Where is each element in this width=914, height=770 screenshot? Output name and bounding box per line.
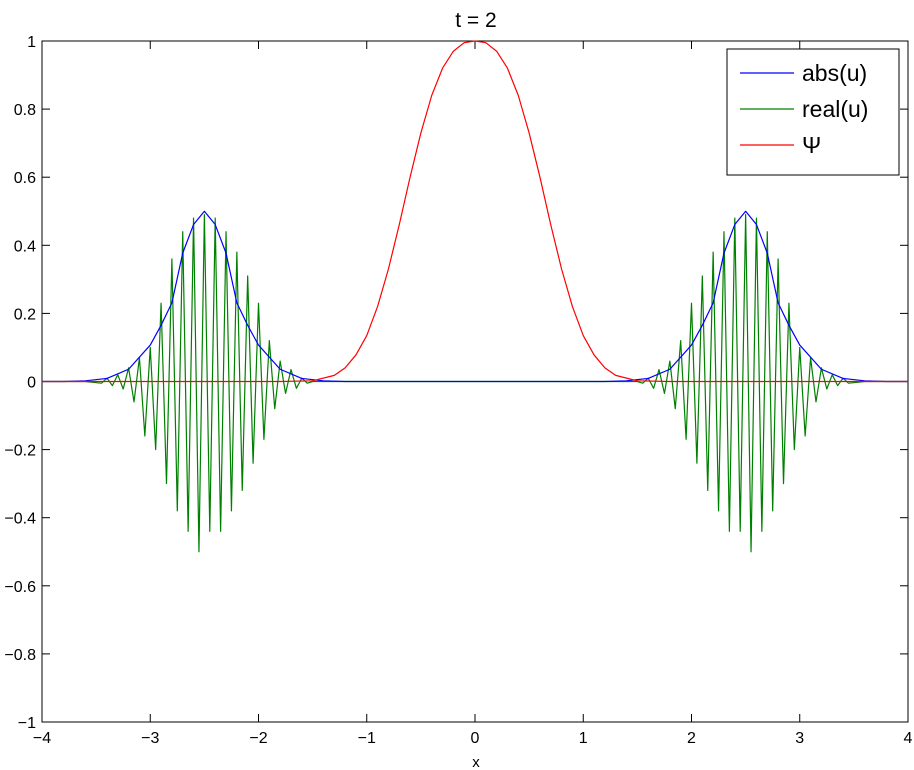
y-tick-label: 0.4 — [14, 238, 36, 255]
y-tick-label: −0.6 — [4, 579, 36, 596]
legend: abs(u) real(u) Ψ — [726, 48, 900, 176]
x-tick-label: 0 — [471, 730, 480, 747]
y-tick-label: 0.8 — [14, 102, 36, 119]
x-axis-label: x — [472, 754, 480, 770]
series-line-psi — [42, 40, 908, 383]
y-tick-label: −0.4 — [4, 511, 36, 528]
legend-label: abs(u) — [802, 60, 867, 86]
legend-label: real(u) — [802, 96, 868, 122]
y-tick-label: 0.6 — [14, 170, 36, 187]
y-tick-label: −1 — [18, 715, 36, 732]
series-line-real-u — [42, 214, 908, 553]
tick-group: −4 −3 −2 −1 0 1 2 3 4 −1 −0.8 −0.6 −0.4 −0.2 0 0.2 0.4 0.… — [4, 34, 912, 747]
y-tick-label: −0.2 — [4, 443, 36, 460]
y-tick-label: 0.2 — [14, 306, 36, 323]
x-tick-label: −2 — [249, 730, 267, 747]
x-tick-label: 3 — [795, 730, 804, 747]
x-tick-label: −4 — [33, 730, 51, 747]
x-tick-label: 4 — [904, 730, 913, 747]
y-tick-label: 1 — [27, 34, 36, 51]
legend-label: Ψ — [802, 132, 821, 158]
x-tick-label: 2 — [687, 730, 696, 747]
chart-title: t = 2 — [455, 9, 496, 32]
x-tick-label: 1 — [579, 730, 588, 747]
y-tick-label: −0.8 — [4, 647, 36, 664]
x-tick-label: −1 — [358, 730, 376, 747]
x-tick-label: −3 — [141, 730, 159, 747]
plot-area — [42, 40, 908, 553]
series-line-abs-u — [42, 210, 908, 383]
legend-box — [726, 48, 900, 176]
y-tick-label: 0 — [27, 375, 36, 392]
